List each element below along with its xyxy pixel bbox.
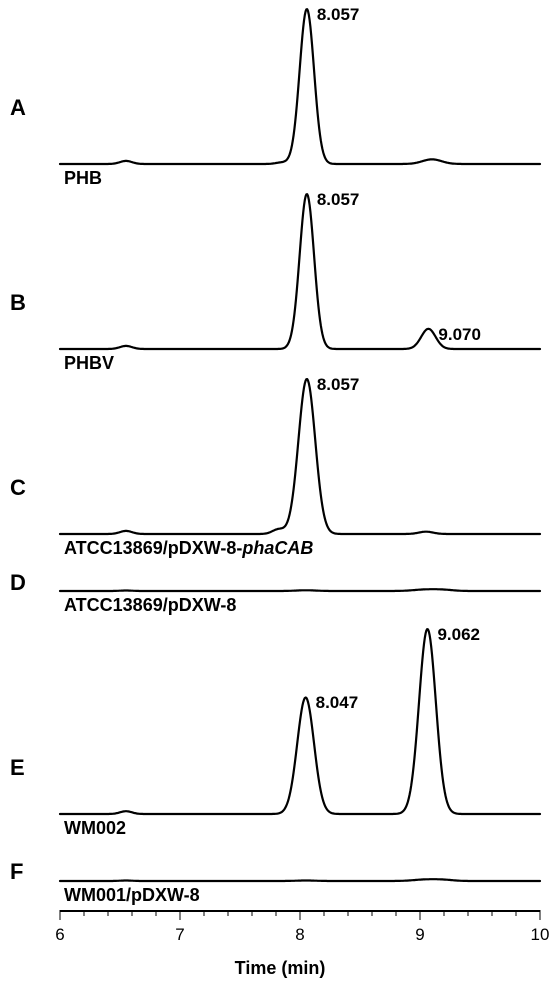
tick-minor xyxy=(228,910,229,916)
tick-minor xyxy=(132,910,133,916)
tick-minor xyxy=(204,910,205,916)
tick-minor xyxy=(84,910,85,916)
panel-label-a: A xyxy=(10,95,26,121)
chromatogram-panel-e xyxy=(60,625,540,820)
chromatogram-trace xyxy=(60,589,540,591)
tick-minor xyxy=(252,910,253,916)
chromatogram-svg-c xyxy=(60,375,540,540)
tick-minor xyxy=(516,910,517,916)
tick-minor xyxy=(324,910,325,916)
tick-major xyxy=(180,910,181,920)
peak-label: 9.070 xyxy=(438,325,481,345)
tick-major xyxy=(60,910,61,920)
chromatogram-svg-d xyxy=(60,562,540,597)
tick-minor xyxy=(492,910,493,916)
trace-label: ATCC13869/pDXW-8-phaCAB xyxy=(64,538,313,559)
x-axis: 678910 xyxy=(60,910,540,960)
chromatogram-trace xyxy=(60,879,540,881)
chromatogram-panel-f xyxy=(60,852,540,887)
panel-label-c: C xyxy=(10,475,26,501)
tick-minor xyxy=(468,910,469,916)
tick-major xyxy=(300,910,301,920)
trace-label: PHBV xyxy=(64,353,114,374)
tick-minor xyxy=(372,910,373,916)
tick-major xyxy=(540,910,541,920)
peak-label: 9.062 xyxy=(437,625,480,645)
tick-label: 9 xyxy=(415,925,424,945)
tick-minor xyxy=(444,910,445,916)
tick-label: 7 xyxy=(175,925,184,945)
x-axis-label: Time (min) xyxy=(0,958,560,979)
tick-minor xyxy=(156,910,157,916)
tick-minor xyxy=(276,910,277,916)
chromatogram-svg-a xyxy=(60,5,540,170)
panel-label-d: D xyxy=(10,570,26,596)
panel-label-b: B xyxy=(10,290,26,316)
trace-label: WM002 xyxy=(64,818,126,839)
peak-label: 8.057 xyxy=(317,5,360,25)
tick-label: 8 xyxy=(295,925,304,945)
chromatogram-figure: A B C D E F 6 7 8 9 10 Time (min) 8.057 8.057… xyxy=(0,0,560,1000)
panel-label-e: E xyxy=(10,755,25,781)
chromatogram-panel-a xyxy=(60,5,540,170)
tick-minor xyxy=(396,910,397,916)
peak-label: 8.057 xyxy=(317,190,360,210)
trace-label: ATCC13869/pDXW-8 xyxy=(64,595,236,616)
trace-label: WM001/pDXW-8 xyxy=(64,885,200,906)
tick-label: 6 xyxy=(55,925,64,945)
trace-label-italic: phaCAB xyxy=(242,538,313,558)
tick-major xyxy=(420,910,421,920)
tick-label: 10 xyxy=(531,925,550,945)
chromatogram-trace xyxy=(60,9,540,164)
panel-label-f: F xyxy=(10,859,23,885)
chromatogram-trace xyxy=(60,629,540,814)
peak-label: 8.047 xyxy=(316,693,359,713)
peak-label: 8.057 xyxy=(317,375,360,395)
chromatogram-panel-c xyxy=(60,375,540,540)
chromatogram-svg-e xyxy=(60,625,540,820)
trace-label: PHB xyxy=(64,168,102,189)
tick-minor xyxy=(108,910,109,916)
chromatogram-panel-d xyxy=(60,562,540,597)
tick-minor xyxy=(348,910,349,916)
chromatogram-trace xyxy=(60,379,540,534)
chromatogram-svg-f xyxy=(60,852,540,887)
